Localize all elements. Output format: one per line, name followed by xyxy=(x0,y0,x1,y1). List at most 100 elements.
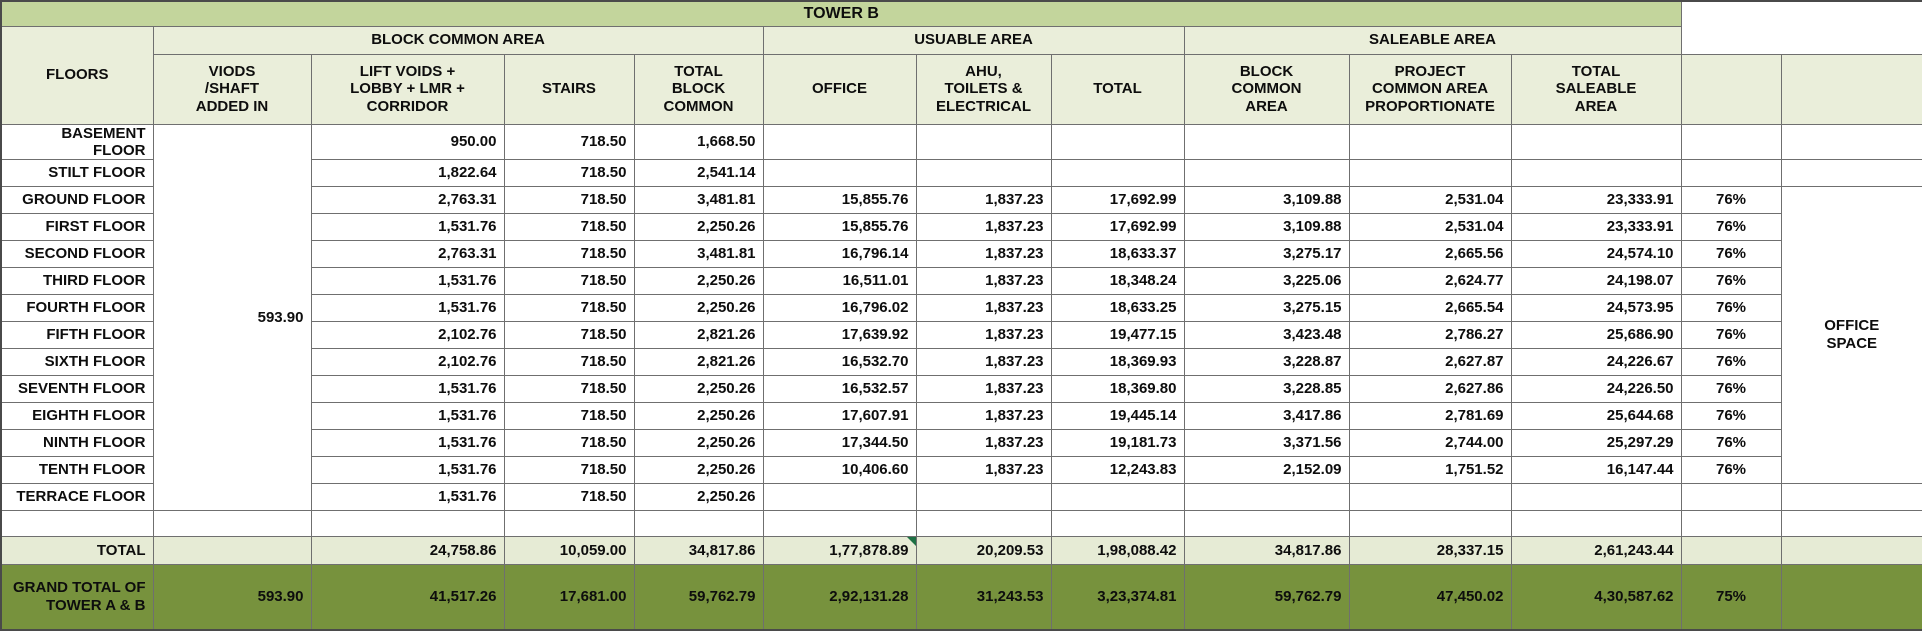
stairs-cell[interactable]: 718.50 xyxy=(503,185,635,214)
usuable-total-cell[interactable]: 19,445.14 xyxy=(1050,401,1185,430)
total-saleable-area-cell[interactable]: 23,333.91 xyxy=(1510,212,1682,241)
block-common-area-cell[interactable]: 3,109.88 xyxy=(1183,212,1350,241)
lift-voids-cell[interactable]: 950.00 xyxy=(310,123,505,160)
ahu-toilets-electrical-cell[interactable]: 1,837.23 xyxy=(915,374,1052,403)
empty-cell[interactable] xyxy=(1780,509,1922,537)
total-block-common-cell[interactable]: 2,250.26 xyxy=(633,455,764,484)
total-saleable-area-cell[interactable] xyxy=(1510,123,1682,160)
viods-shaft-merged-cell[interactable]: 593.90 xyxy=(152,123,312,511)
percentage-cell[interactable] xyxy=(1680,158,1782,187)
percentage-cell[interactable]: 76% xyxy=(1680,374,1782,403)
lift-voids-cell[interactable]: 2,763.31 xyxy=(310,185,505,214)
column-header-total-block-common[interactable]: TOTAL BLOCK COMMON xyxy=(633,53,764,125)
floor-name-cell[interactable]: FIRST FLOOR xyxy=(0,212,154,241)
floor-name-cell[interactable]: SECOND FLOOR xyxy=(0,239,154,268)
total-saleable-area-cell[interactable]: 25,644.68 xyxy=(1510,401,1682,430)
ahu-toilets-electrical-grand-cell[interactable]: 31,243.53 xyxy=(915,563,1052,631)
office-space-empty-cell[interactable] xyxy=(1780,158,1922,187)
stairs-cell[interactable]: 718.50 xyxy=(503,239,635,268)
block-common-area-cell[interactable] xyxy=(1183,123,1350,160)
floor-name-cell[interactable]: STILT FLOOR xyxy=(0,158,154,187)
project-common-area-cell[interactable]: 2,627.87 xyxy=(1348,347,1512,376)
floor-name-cell[interactable]: EIGHTH FLOOR xyxy=(0,401,154,430)
percentage-cell[interactable]: 76% xyxy=(1680,239,1782,268)
ahu-toilets-electrical-cell[interactable]: 1,837.23 xyxy=(915,293,1052,322)
block-common-area-cell[interactable]: 3,275.15 xyxy=(1183,293,1350,322)
lift-voids-cell[interactable]: 2,102.76 xyxy=(310,347,505,376)
percentage-cell[interactable] xyxy=(1680,123,1782,160)
percentage-cell[interactable]: 76% xyxy=(1680,347,1782,376)
block-common-area-cell[interactable] xyxy=(1183,158,1350,187)
lift-voids-cell[interactable]: 1,822.64 xyxy=(310,158,505,187)
column-header-viods-shaft[interactable]: VIODS /SHAFT ADDED IN xyxy=(152,53,312,125)
ahu-toilets-electrical-cell[interactable]: 1,837.23 xyxy=(915,320,1052,349)
total-block-common-cell[interactable]: 2,250.26 xyxy=(633,293,764,322)
floor-name-cell[interactable]: FOURTH FLOOR xyxy=(0,293,154,322)
project-common-area-cell[interactable]: 2,665.56 xyxy=(1348,239,1512,268)
office-cell[interactable]: 15,855.76 xyxy=(762,185,917,214)
ahu-toilets-electrical-total-cell[interactable]: 20,209.53 xyxy=(915,535,1052,565)
group-header-usuable-area[interactable]: USUABLE AREA xyxy=(762,25,1185,55)
office-space-empty-cell[interactable] xyxy=(1780,535,1922,565)
empty-cell[interactable] xyxy=(762,509,917,537)
empty-cell[interactable] xyxy=(1183,509,1350,537)
column-header-office-space[interactable] xyxy=(1780,53,1922,125)
floor-name-cell[interactable]: FIFTH FLOOR xyxy=(0,320,154,349)
office-cell[interactable]: 16,511.01 xyxy=(762,266,917,295)
project-common-area-cell[interactable]: 2,744.00 xyxy=(1348,428,1512,457)
usuable-total-grand-cell[interactable]: 3,23,374.81 xyxy=(1050,563,1185,631)
lift-voids-cell[interactable]: 1,531.76 xyxy=(310,428,505,457)
office-cell[interactable] xyxy=(762,158,917,187)
usuable-total-cell[interactable] xyxy=(1050,482,1185,511)
stairs-cell[interactable]: 718.50 xyxy=(503,455,635,484)
block-common-area-cell[interactable]: 3,225.06 xyxy=(1183,266,1350,295)
lift-voids-grand-cell[interactable]: 41,517.26 xyxy=(310,563,505,631)
percentage-cell[interactable]: 76% xyxy=(1680,212,1782,241)
block-common-area-cell[interactable]: 3,109.88 xyxy=(1183,185,1350,214)
total-saleable-area-cell[interactable]: 24,574.10 xyxy=(1510,239,1682,268)
project-common-area-cell[interactable] xyxy=(1348,482,1512,511)
ahu-toilets-electrical-cell[interactable]: 1,837.23 xyxy=(915,266,1052,295)
office-space-empty-cell[interactable] xyxy=(1780,123,1922,160)
total-saleable-area-cell[interactable]: 16,147.44 xyxy=(1510,455,1682,484)
total-saleable-area-cell[interactable]: 25,297.29 xyxy=(1510,428,1682,457)
empty-cell[interactable] xyxy=(1050,509,1185,537)
usuable-total-cell[interactable]: 18,369.80 xyxy=(1050,374,1185,403)
stairs-cell[interactable]: 718.50 xyxy=(503,320,635,349)
empty-cell[interactable] xyxy=(915,509,1052,537)
column-header-ahu-toilets-electrical[interactable]: AHU, TOILETS & ELECTRICAL xyxy=(915,53,1052,125)
lift-voids-total-cell[interactable]: 24,758.86 xyxy=(310,535,505,565)
block-common-area-cell[interactable]: 3,228.85 xyxy=(1183,374,1350,403)
group-header-saleable-area[interactable]: SALEABLE AREA xyxy=(1183,25,1682,55)
column-header-total-usuable[interactable]: TOTAL xyxy=(1050,53,1185,125)
empty-cell[interactable] xyxy=(503,509,635,537)
floor-name-cell[interactable]: BASEMENT FLOOR xyxy=(0,123,154,160)
total-block-common-cell[interactable]: 2,541.14 xyxy=(633,158,764,187)
ahu-toilets-electrical-cell[interactable] xyxy=(915,482,1052,511)
office-space-empty-cell[interactable] xyxy=(1780,482,1922,511)
empty-cell[interactable] xyxy=(1348,509,1512,537)
project-common-area-cell[interactable]: 2,665.54 xyxy=(1348,293,1512,322)
stairs-cell[interactable]: 718.50 xyxy=(503,482,635,511)
office-cell[interactable]: 17,639.92 xyxy=(762,320,917,349)
block-common-area-cell[interactable]: 3,423.48 xyxy=(1183,320,1350,349)
office-cell[interactable] xyxy=(762,482,917,511)
project-common-area-cell[interactable]: 2,531.04 xyxy=(1348,212,1512,241)
viods-shaft-grand-cell[interactable]: 593.90 xyxy=(152,563,312,631)
ahu-toilets-electrical-cell[interactable]: 1,837.23 xyxy=(915,401,1052,430)
project-common-area-cell[interactable] xyxy=(1348,123,1512,160)
total-block-common-grand-cell[interactable]: 59,762.79 xyxy=(633,563,764,631)
office-cell[interactable]: 16,532.57 xyxy=(762,374,917,403)
floors-header-cell[interactable]: FLOORS xyxy=(0,25,154,125)
percentage-cell[interactable] xyxy=(1680,482,1782,511)
office-cell[interactable]: 10,406.60 xyxy=(762,455,917,484)
stairs-cell[interactable]: 718.50 xyxy=(503,123,635,160)
total-block-common-cell[interactable]: 3,481.81 xyxy=(633,239,764,268)
table-title-cell[interactable]: TOWER B xyxy=(0,0,1682,27)
grand-total-label-cell[interactable]: GRAND TOTAL OF TOWER A & B xyxy=(0,563,154,631)
stairs-cell[interactable]: 718.50 xyxy=(503,347,635,376)
total-saleable-area-grand-cell[interactable]: 4,30,587.62 xyxy=(1510,563,1682,631)
stairs-grand-cell[interactable]: 17,681.00 xyxy=(503,563,635,631)
percentage-cell[interactable]: 76% xyxy=(1680,185,1782,214)
stairs-cell[interactable]: 718.50 xyxy=(503,401,635,430)
